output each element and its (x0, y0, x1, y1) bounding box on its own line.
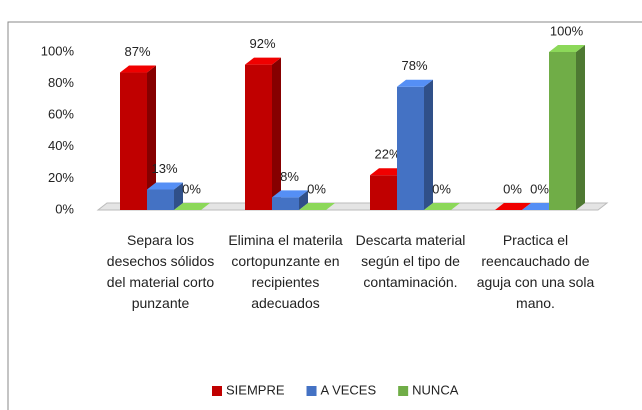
x-tick-label: Separa los desechos sólidos del material… (106, 232, 215, 311)
x-tick-label: Elimina el materila cortopunzante en rec… (228, 232, 343, 311)
y-tick-label: 100% (41, 43, 75, 58)
bar-front (397, 86, 424, 210)
bar (120, 65, 156, 210)
legend-swatch (398, 386, 409, 396)
bar-side (272, 57, 281, 210)
bar-top (120, 65, 156, 73)
bar (397, 79, 433, 210)
data-label: 0% (182, 181, 201, 196)
bar (424, 203, 460, 210)
bar-front (272, 197, 299, 210)
data-label: 92% (249, 36, 275, 51)
data-label: 87% (124, 44, 150, 59)
bar-side (424, 79, 433, 210)
bar-front (549, 52, 576, 210)
data-label: 0% (432, 181, 451, 196)
y-tick-label: 20% (48, 170, 74, 185)
legend-label: SIEMPRE (226, 382, 285, 397)
bar (495, 203, 531, 210)
x-tick-label: Descarta material según el tipo de conta… (355, 232, 466, 290)
bar-top (299, 203, 335, 210)
bar (174, 203, 210, 210)
bar-side (299, 190, 308, 210)
y-tick-label: 80% (48, 75, 74, 90)
bar-top (272, 190, 308, 198)
bar (549, 45, 585, 210)
legend-label: NUNCA (412, 382, 459, 397)
data-label: 0% (503, 181, 522, 196)
legend-swatch (212, 386, 222, 396)
bar-top (495, 203, 531, 210)
legend-swatch (306, 386, 317, 396)
bar-front (147, 189, 174, 210)
bar-front (120, 72, 147, 210)
bar-front (370, 175, 397, 210)
bar-side (174, 182, 183, 210)
data-label: 13% (151, 161, 177, 176)
y-tick-label: 40% (48, 138, 74, 153)
legend-label: A VECES (321, 382, 377, 397)
bar-top (549, 45, 585, 52)
y-tick-label: 0% (55, 201, 74, 216)
bar (147, 182, 183, 210)
bar-side (576, 45, 585, 210)
bar (272, 190, 308, 210)
bar-top (147, 182, 183, 190)
bar-top (245, 57, 281, 65)
bar (245, 57, 281, 210)
bar (299, 203, 335, 210)
x-tick-label: Practica el reencauchado de aguja con un… (476, 232, 595, 311)
data-label: 100% (550, 23, 584, 38)
data-label: 8% (280, 169, 299, 184)
data-label: 78% (401, 58, 427, 73)
bar-top (174, 203, 210, 210)
bar-top (424, 203, 460, 210)
y-tick-label: 60% (48, 107, 74, 122)
data-label: 22% (374, 147, 400, 162)
bar-side (147, 65, 156, 210)
frame (7, 21, 642, 410)
bar-front (245, 64, 272, 210)
bar-top (397, 79, 433, 87)
data-label: 0% (307, 181, 326, 196)
data-label: 0% (530, 181, 549, 196)
